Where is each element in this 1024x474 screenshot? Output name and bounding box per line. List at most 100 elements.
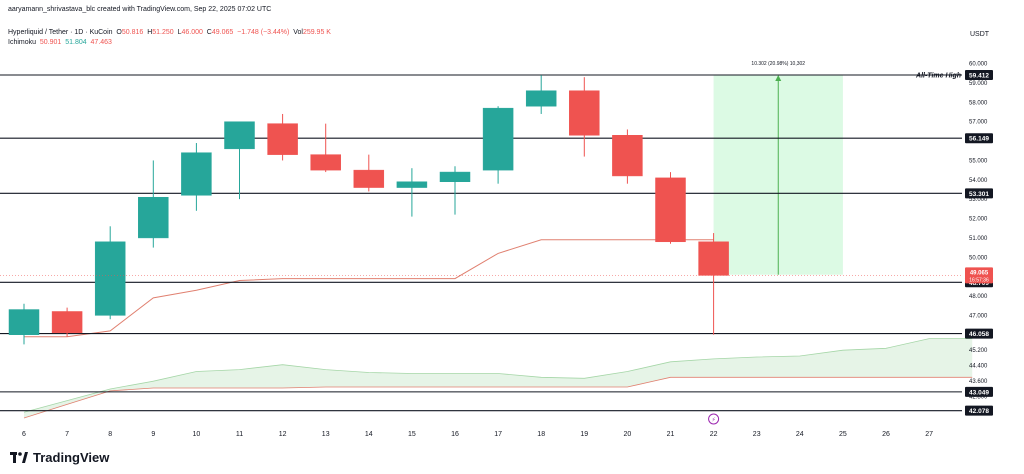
candle-body-14 <box>353 169 385 188</box>
candle-body-16 <box>439 171 471 182</box>
x-tick-label: 14 <box>365 431 373 438</box>
y-tick-label: 44.400 <box>969 364 988 370</box>
candle-body-6 <box>8 309 40 335</box>
level-label-text: 59.412 <box>969 73 989 80</box>
x-tick-label: 10 <box>193 431 201 438</box>
vol-label: Vol <box>293 29 303 36</box>
event-marker-symbol: ⚡ <box>711 417 715 424</box>
low-value: 46.000 <box>181 29 203 36</box>
y-tick-label: 51.000 <box>969 236 988 242</box>
high-label: H <box>147 29 153 36</box>
candle-body-13 <box>310 154 341 171</box>
current-price-text: 49.065 <box>970 270 989 276</box>
low-label: L <box>177 29 182 36</box>
level-label-box <box>965 405 993 416</box>
level-label-box <box>965 188 993 199</box>
y-tick-label: 47.000 <box>969 313 988 319</box>
level-label-box <box>965 328 993 339</box>
x-tick-label: 16 <box>451 431 459 438</box>
cloud-upper-line <box>23 338 973 413</box>
candle-body-15 <box>396 181 428 188</box>
x-tick-label: 19 <box>580 431 588 438</box>
open-label: O <box>116 29 122 36</box>
y-tick-label: 58.000 <box>969 100 988 106</box>
x-tick-label: 20 <box>624 431 632 438</box>
y-tick-label: 60.000 <box>969 62 988 68</box>
candle-body-19 <box>569 90 600 136</box>
ichimoku-cloud <box>24 338 973 418</box>
level-label-box <box>965 133 993 144</box>
change-value: −1.748 (−3.44%) <box>237 29 290 36</box>
level-label-text: 46.058 <box>969 331 989 338</box>
y-tick-label: 55.000 <box>969 158 988 164</box>
candle-body-22 <box>698 241 729 276</box>
tradingview-logo-icon <box>10 452 28 463</box>
x-tick-label: 6 <box>22 431 26 438</box>
x-tick-label: 24 <box>796 431 804 438</box>
y-tick-label: 59.000 <box>969 81 988 87</box>
x-tick-label: 11 <box>236 431 243 438</box>
measure-label: 10.302 (20.98%) 10,302 <box>751 61 805 67</box>
y-tick-label: 52.000 <box>969 217 988 223</box>
x-tick-label: 26 <box>882 431 890 438</box>
symbol-name: Hyperliquid / Tether · 1D · KuCoin <box>8 29 113 36</box>
candle-body-20 <box>612 135 643 177</box>
x-tick-label: 18 <box>537 431 545 438</box>
current-price-box <box>965 267 993 284</box>
close-value: 49.065 <box>211 29 234 36</box>
x-tick-label: 17 <box>494 431 502 438</box>
x-tick-label: 7 <box>65 431 69 438</box>
high-value: 51.250 <box>152 29 174 36</box>
candle-body-8 <box>94 241 126 316</box>
candle-body-10 <box>181 152 212 196</box>
currency-label[interactable]: USDT <box>970 31 990 38</box>
ichimoku-label: Ichimoku <box>8 39 37 46</box>
y-tick-label: 43.600 <box>969 379 988 385</box>
tradingview-logo[interactable]: TradingView <box>10 450 109 465</box>
x-tick-label: 9 <box>151 431 155 438</box>
x-tick-label: 12 <box>279 431 287 438</box>
ichimoku-line <box>24 239 714 338</box>
created-by-text: aaryamann_shrivastava_blc created with T… <box>8 6 272 13</box>
candle-body-17 <box>482 107 514 171</box>
y-tick-label: 45.200 <box>969 348 988 354</box>
candle-body-12 <box>267 123 298 155</box>
ath-label: All-Time High <box>915 73 961 80</box>
countdown-text: 16:57:36 <box>969 277 989 283</box>
y-tick-label: 48.000 <box>969 294 988 300</box>
measure-arrow-head <box>775 75 782 82</box>
y-tick-label: 57.000 <box>969 120 988 126</box>
level-label-box <box>965 386 993 397</box>
x-tick-label: 27 <box>925 431 933 438</box>
candle-body-11 <box>224 121 255 150</box>
y-tick-label: 53.000 <box>969 197 988 203</box>
level-label-box <box>965 70 993 81</box>
x-tick-label: 8 <box>108 431 112 438</box>
x-tick-label: 15 <box>408 431 416 438</box>
symbol-legend: Hyperliquid / Tether · 1D · KuCoin O50.8… <box>8 29 331 36</box>
close-label: C <box>206 29 212 36</box>
ichimoku-value-1: 50.901 <box>39 39 62 46</box>
ichimoku-value-2: 51.804 <box>65 39 87 46</box>
level-label-text: 53.301 <box>969 191 989 198</box>
tradingview-brand-text: TradingView <box>33 450 110 465</box>
x-tick-label: 22 <box>710 431 718 438</box>
event-marker-icon <box>708 413 720 425</box>
vol-value: 259.95 K <box>302 29 331 36</box>
level-label-text: 42.078 <box>969 408 989 415</box>
ichimoku-legend: Ichimoku 50.901 51.804 47.463 <box>8 39 112 46</box>
cloud-lower-line <box>23 376 973 419</box>
x-tick-label: 23 <box>753 431 761 438</box>
level-label-text: 56.149 <box>969 136 989 143</box>
candle-body-21 <box>655 177 686 243</box>
open-value: 50.816 <box>121 29 144 36</box>
x-tick-label: 21 <box>667 431 675 438</box>
x-tick-label: 13 <box>322 431 330 438</box>
candle-body-7 <box>51 311 83 334</box>
x-tick-label: 25 <box>839 431 847 438</box>
y-tick-label: 50.000 <box>969 255 988 261</box>
candle-body-18 <box>525 90 557 107</box>
ichimoku-value-3: 47.463 <box>90 39 112 46</box>
y-tick-label: 54.000 <box>969 178 988 184</box>
